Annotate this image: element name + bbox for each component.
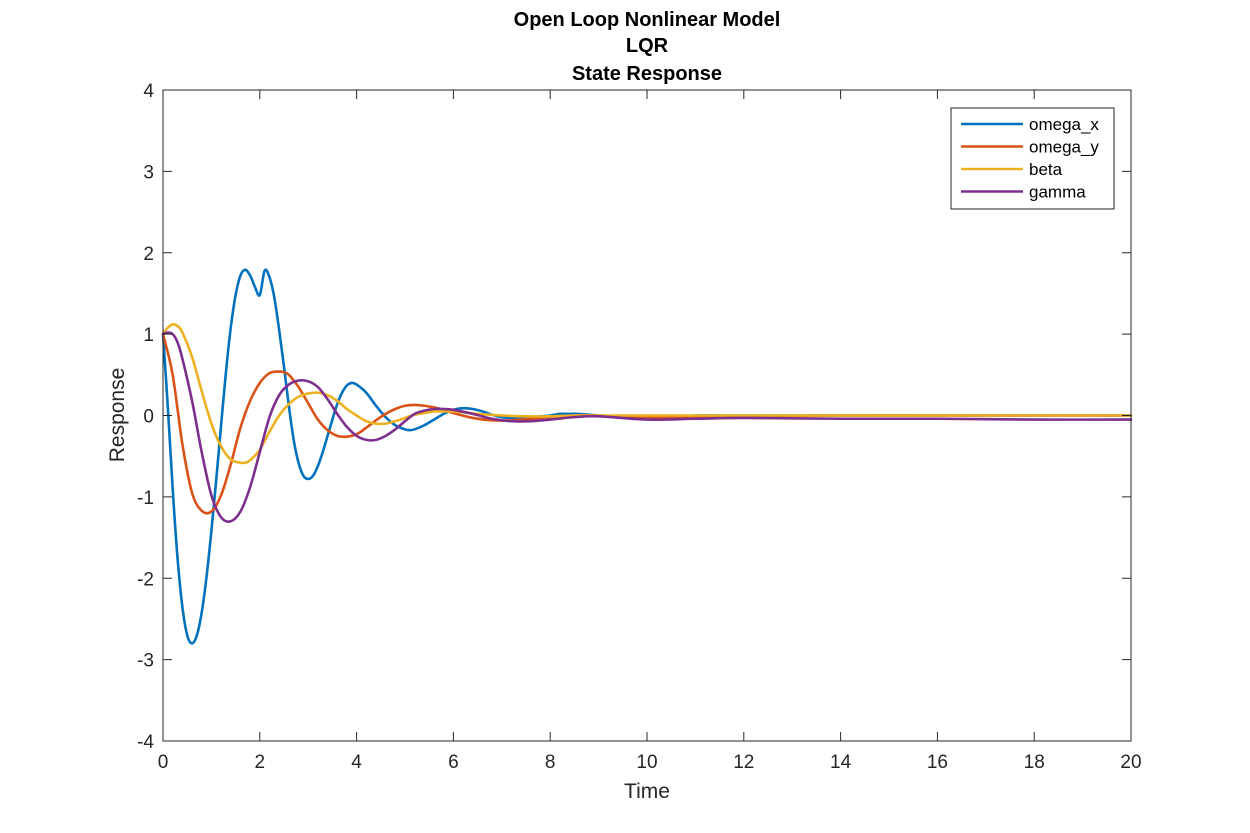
x-tick-label: 2	[255, 752, 266, 773]
y-axis-ticks: -4 -3 -2 -1 0 1 2 3 4	[137, 81, 1131, 753]
x-tick-label: 0	[158, 752, 169, 773]
legend-label-beta: beta	[1029, 160, 1063, 179]
x-tick-label: 14	[830, 752, 852, 773]
x-tick-label: 6	[448, 752, 459, 773]
title-line-3: State Response	[572, 63, 722, 85]
title-line-2: LQR	[626, 35, 669, 57]
title-line-1: Open Loop Nonlinear Model	[514, 9, 781, 31]
y-tick-label: 3	[143, 162, 154, 183]
y-tick-label: 2	[143, 244, 154, 265]
series-line-gamma	[161, 331, 1133, 523]
x-axis-ticks: 0 2 4 6 8 10 12 14 16 18 20	[158, 90, 1142, 773]
x-tick-label: 4	[351, 752, 362, 773]
y-tick-label: -3	[137, 651, 154, 672]
x-tick-label: 12	[733, 752, 754, 773]
y-tick-label: -2	[137, 569, 154, 590]
y-tick-label: -1	[137, 488, 154, 509]
legend-label-omega-x: omega_x	[1029, 115, 1099, 134]
x-axis-label: Time	[624, 780, 670, 803]
x-tick-label: 18	[1024, 752, 1045, 773]
y-tick-label: 0	[143, 407, 154, 428]
x-tick-label: 16	[927, 752, 948, 773]
chart-title: Open Loop Nonlinear Model LQR State Resp…	[514, 9, 781, 85]
legend-label-gamma: gamma	[1029, 183, 1086, 202]
y-axis-label: Response	[106, 368, 129, 463]
x-tick-label: 20	[1120, 752, 1141, 773]
y-tick-label: 1	[143, 325, 154, 346]
x-tick-label: 10	[636, 752, 657, 773]
y-tick-label: -4	[137, 732, 154, 753]
legend-label-omega-y: omega_y	[1029, 138, 1099, 157]
y-tick-label: 4	[143, 81, 154, 102]
series-layer	[161, 268, 1133, 645]
x-tick-label: 8	[545, 752, 556, 773]
